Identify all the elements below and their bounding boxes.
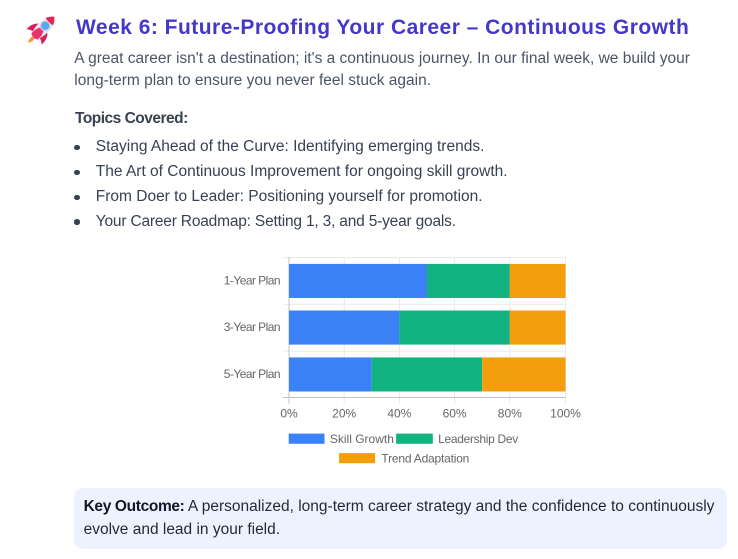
svg-text:100%: 100% (550, 406, 581, 420)
svg-text:20%: 20% (332, 406, 356, 420)
svg-text:5-Year Plan: 5-Year Plan (224, 367, 280, 381)
svg-text:60%: 60% (443, 406, 467, 420)
svg-text:80%: 80% (498, 406, 522, 420)
svg-text:0%: 0% (280, 406, 298, 420)
svg-text:40%: 40% (387, 406, 411, 420)
svg-text:1-Year Plan: 1-Year Plan (224, 273, 280, 287)
svg-text:Leadership Dev: Leadership Dev (438, 432, 518, 446)
svg-text:3-Year Plan: 3-Year Plan (224, 320, 280, 334)
svg-text:Trend Adaptation: Trend Adaptation (381, 451, 469, 465)
svg-text:Skill Growth: Skill Growth (330, 432, 394, 446)
